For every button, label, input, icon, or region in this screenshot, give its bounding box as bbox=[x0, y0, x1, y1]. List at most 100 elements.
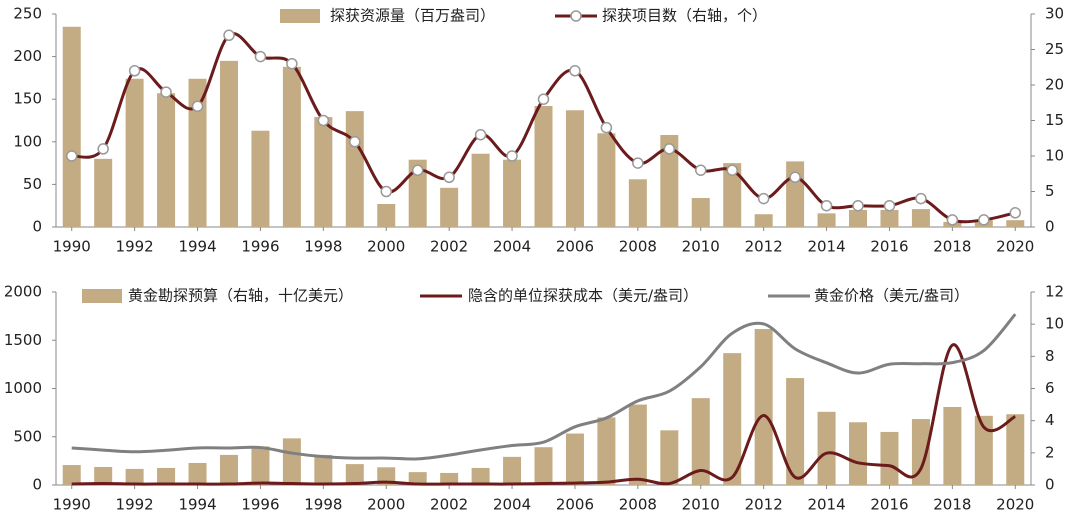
marker bbox=[474, 128, 487, 141]
x-tick-label: 1994 bbox=[178, 496, 216, 514]
marker bbox=[569, 65, 581, 77]
bar bbox=[786, 378, 805, 485]
bar bbox=[440, 187, 459, 227]
x-tick-label: 1990 bbox=[53, 496, 91, 514]
x-tick-label: 2010 bbox=[682, 496, 720, 514]
y2-tick-label: 6 bbox=[1045, 379, 1055, 397]
bar bbox=[880, 209, 899, 227]
bar bbox=[754, 328, 773, 485]
bar bbox=[597, 133, 616, 227]
bar bbox=[314, 117, 333, 227]
y2-tick-label: 5 bbox=[1045, 182, 1055, 200]
marker bbox=[160, 86, 172, 98]
bar bbox=[628, 179, 647, 227]
marker bbox=[443, 171, 455, 184]
bar bbox=[188, 462, 207, 485]
marker bbox=[663, 143, 676, 155]
bar bbox=[503, 456, 522, 485]
line bbox=[71, 343, 1017, 486]
bar bbox=[282, 66, 301, 227]
marker bbox=[537, 93, 550, 105]
bar bbox=[282, 438, 301, 485]
bar bbox=[754, 214, 773, 227]
bar bbox=[849, 422, 868, 485]
y-tick-label: 200 bbox=[13, 47, 42, 65]
y2-tick-label: 20 bbox=[1045, 76, 1064, 94]
marker bbox=[757, 192, 770, 205]
marker bbox=[349, 136, 361, 148]
marker bbox=[946, 214, 959, 226]
legend-swatch bbox=[280, 9, 320, 23]
bar bbox=[125, 468, 144, 485]
y-tick-label: 1000 bbox=[4, 379, 42, 397]
bar bbox=[1006, 220, 1025, 227]
x-tick-label: 2018 bbox=[933, 238, 971, 256]
x-tick-label: 2012 bbox=[745, 496, 783, 514]
y2-tick-label: 2 bbox=[1045, 443, 1055, 461]
bar bbox=[251, 130, 270, 227]
x-tick-label: 1996 bbox=[241, 238, 279, 256]
bar bbox=[911, 419, 930, 485]
marker bbox=[695, 164, 707, 176]
bar bbox=[1006, 414, 1025, 485]
marker bbox=[600, 121, 613, 134]
bar bbox=[94, 158, 113, 227]
x-tick-label: 2020 bbox=[996, 496, 1034, 514]
legend-label: 黄金价格（美元/盎司） bbox=[814, 287, 969, 305]
bar bbox=[94, 466, 113, 485]
x-tick-label: 2016 bbox=[870, 238, 908, 256]
x-tick-label: 1992 bbox=[116, 496, 154, 514]
y2-tick-label: 30 bbox=[1045, 5, 1064, 23]
marker bbox=[726, 164, 738, 176]
marker bbox=[223, 29, 235, 42]
marker bbox=[883, 199, 896, 212]
bar bbox=[911, 209, 930, 227]
bar bbox=[974, 415, 993, 485]
marker bbox=[254, 50, 267, 63]
x-tick-label: 2008 bbox=[619, 238, 657, 256]
bar bbox=[723, 353, 742, 485]
marker bbox=[191, 100, 204, 113]
bar bbox=[188, 78, 207, 227]
x-tick-label: 2020 bbox=[996, 238, 1034, 256]
bar bbox=[503, 159, 522, 227]
bar bbox=[849, 209, 868, 227]
x-tick-label: 1996 bbox=[241, 496, 279, 514]
bar bbox=[565, 433, 584, 485]
bar bbox=[660, 134, 679, 227]
marker bbox=[820, 199, 833, 212]
x-tick-label: 1998 bbox=[304, 496, 342, 514]
bar bbox=[471, 467, 490, 485]
line bbox=[71, 313, 1017, 461]
bar bbox=[817, 213, 836, 227]
marker bbox=[852, 199, 864, 212]
x-tick-label: 2002 bbox=[430, 496, 468, 514]
x-tick-label: 1998 bbox=[304, 238, 342, 256]
y-tick-label: 1500 bbox=[4, 331, 42, 349]
legend-label: 隐含的单位探获成本（美元/盎司） bbox=[468, 287, 698, 305]
y-tick-label: 500 bbox=[13, 427, 42, 445]
bar bbox=[723, 163, 742, 227]
bar bbox=[440, 472, 459, 485]
y-tick-label: 100 bbox=[13, 132, 42, 150]
y-tick-label: 0 bbox=[32, 218, 42, 236]
bar bbox=[660, 430, 679, 485]
y2-tick-label: 12 bbox=[1045, 283, 1064, 301]
bar bbox=[597, 417, 616, 485]
x-tick-label: 2014 bbox=[807, 238, 845, 256]
bar bbox=[534, 447, 553, 485]
x-tick-label: 1990 bbox=[53, 238, 91, 256]
bar bbox=[377, 203, 396, 227]
marker bbox=[97, 143, 109, 155]
legend-marker bbox=[570, 10, 582, 22]
marker bbox=[317, 114, 330, 127]
y2-tick-label: 8 bbox=[1045, 347, 1055, 365]
x-tick-label: 2008 bbox=[619, 496, 657, 514]
marker bbox=[286, 57, 298, 70]
x-tick-label: 1994 bbox=[178, 238, 216, 256]
marker bbox=[632, 157, 644, 169]
bar bbox=[408, 159, 427, 227]
x-tick-label: 2000 bbox=[367, 238, 405, 256]
y2-tick-label: 25 bbox=[1045, 40, 1064, 58]
y-tick-label: 2000 bbox=[4, 283, 42, 301]
